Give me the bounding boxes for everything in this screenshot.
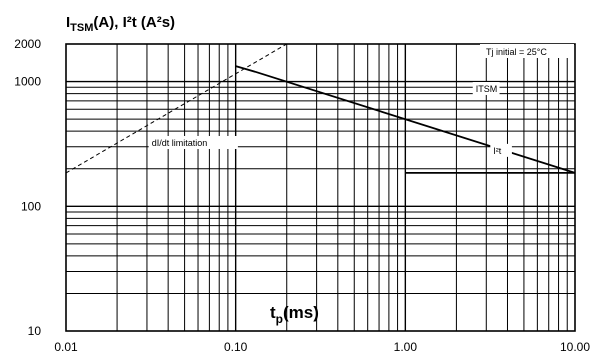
x-tick-label: 1.00 (394, 340, 418, 354)
x-axis-title: tp(ms) (270, 303, 319, 326)
x-tick-label: 0.10 (224, 340, 248, 354)
annotation-bg (472, 81, 500, 95)
series-di-dt-limitation (65, 43, 287, 174)
y-tick-label: 1000 (14, 75, 41, 89)
annotation-itsm: ITSM (476, 84, 498, 94)
x-tick-label: 10.00 (560, 340, 590, 354)
plot-frame (65, 43, 576, 332)
x-tick-label: 0.01 (54, 340, 78, 354)
annotation-di-dt-limitation: dI/dt limitation (152, 138, 208, 148)
condition-label: Tj initial = 25°C (480, 44, 574, 58)
svg-text:Tj initial = 25°C: Tj initial = 25°C (486, 47, 547, 57)
y-tick-label: 2000 (14, 37, 41, 51)
annotation-bg (490, 143, 512, 157)
y-tick-label: 10 (28, 324, 42, 338)
annotation-i-t: I²t (493, 146, 501, 156)
annotations: dI/dt limitation ITSM I²t (148, 81, 512, 157)
series-layer (65, 43, 576, 174)
annotation-bg (148, 135, 238, 149)
grid (65, 43, 576, 332)
series-itsm (235, 65, 576, 174)
y-tick-label: 100 (21, 199, 41, 213)
tick-labels: 0.01 0.10 1.00 10.00 10 100 1000 2000 (14, 37, 590, 354)
y-axis-title: ITSM(A), I²t (A²s) (66, 14, 175, 34)
